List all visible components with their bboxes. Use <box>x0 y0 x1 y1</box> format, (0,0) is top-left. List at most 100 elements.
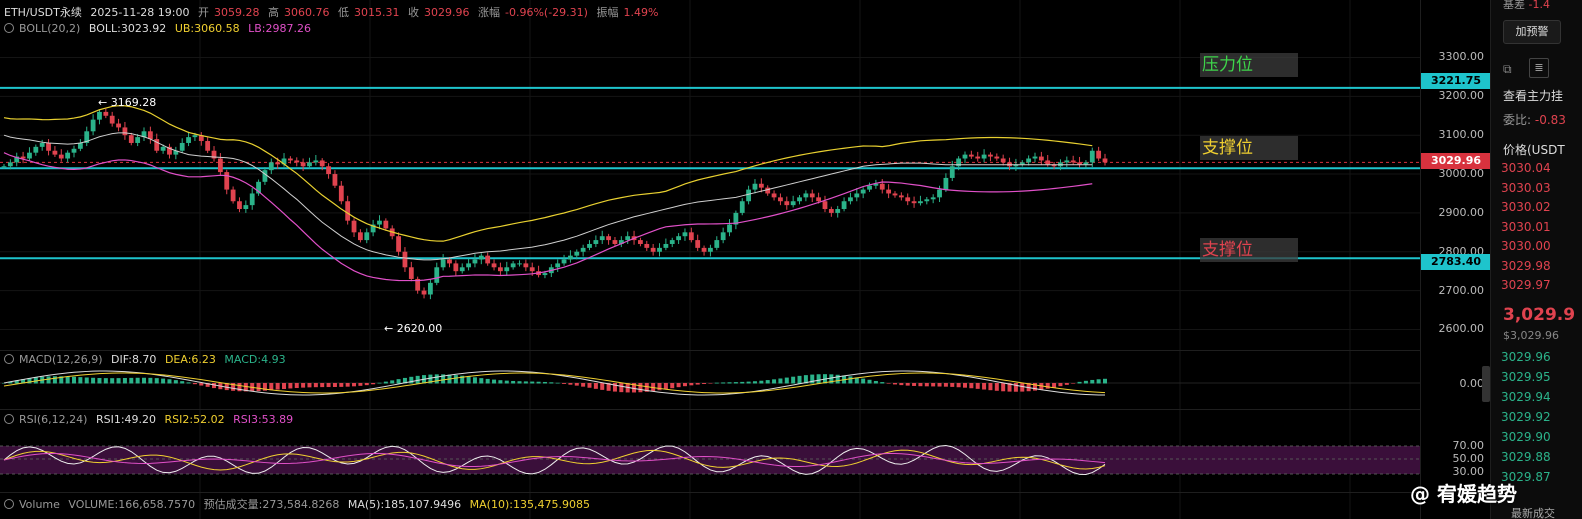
macd-histogram-bar <box>574 383 579 386</box>
orderbook-layout-icon[interactable]: ≣ <box>1529 58 1549 78</box>
macd-histogram-bar <box>555 382 560 384</box>
rsi-tick-50: 50.00 <box>1452 452 1485 465</box>
candle-body <box>109 115 115 124</box>
candle-body <box>676 236 682 241</box>
pane-divider[interactable] <box>0 350 1420 351</box>
candle-body <box>682 232 688 237</box>
candle-body <box>179 142 185 151</box>
rsi-header: RSI(6,12,24) RSI1:49.20 RSI2:52.02 RSI3:… <box>4 413 298 426</box>
macd-histogram-bar <box>867 379 872 384</box>
candle-body <box>975 156 981 159</box>
last-price: 3,029.9 <box>1503 305 1576 325</box>
candle-body <box>211 150 217 159</box>
macd-histogram-bar <box>33 377 38 384</box>
support-label-1: 支撑位 <box>1200 136 1298 160</box>
macd-histogram-bar <box>186 382 191 384</box>
macd-histogram-bar <box>1096 379 1101 384</box>
candle-body <box>364 232 370 241</box>
macd-histogram-bar <box>390 380 395 384</box>
ask-row[interactable]: 3029.97 <box>1501 278 1551 292</box>
macd-histogram-bar <box>549 382 554 384</box>
main-force-link[interactable]: 查看主力挂 <box>1503 89 1564 103</box>
candle-body <box>841 201 847 210</box>
close-value: 3029.96 <box>424 6 470 19</box>
bid-row[interactable]: 3029.95 <box>1501 370 1551 384</box>
resistance-price-tag: 3221.75 <box>1421 73 1491 89</box>
macd-histogram-bar <box>759 380 764 384</box>
candle-body <box>809 193 815 198</box>
bid-row[interactable]: 3029.88 <box>1501 450 1551 464</box>
eye-icon[interactable] <box>4 499 14 509</box>
candle-body <box>1102 158 1108 163</box>
macd-histogram-bar <box>511 380 516 384</box>
panel-collapse-handle[interactable] <box>1482 366 1490 402</box>
macd-histogram-bar <box>409 376 414 384</box>
latest-trades-tab[interactable]: 最新成交 <box>1511 507 1555 519</box>
eye-icon[interactable] <box>4 414 14 424</box>
macd-histogram-bar <box>676 383 681 388</box>
candle-body <box>854 193 860 198</box>
bid-row[interactable]: 3029.96 <box>1501 350 1551 364</box>
candle-body <box>243 205 249 210</box>
macd-histogram-bar <box>282 383 287 390</box>
macd-histogram-bar <box>651 383 656 392</box>
add-alert-button[interactable]: 加预警 <box>1503 20 1561 44</box>
macd-histogram-bar <box>339 383 344 387</box>
macd-histogram-bar <box>14 380 19 384</box>
high-value: 3060.76 <box>284 6 330 19</box>
ask-row[interactable]: 3030.03 <box>1501 180 1551 195</box>
basis-row: 基差 -1.4 <box>1503 0 1550 12</box>
bid-row[interactable]: 3029.94 <box>1501 390 1551 404</box>
high-marker: ← 3169.28 <box>98 96 157 109</box>
candle-body <box>746 189 752 202</box>
macd-histogram-bar <box>587 383 592 388</box>
candle-body <box>1070 160 1076 163</box>
macd-histogram-bar <box>205 383 210 387</box>
rsi1-line <box>3 445 1106 475</box>
macd-histogram-bar <box>180 381 185 384</box>
candle-body <box>822 201 828 210</box>
price-axis[interactable]: 3300.00 3200.00 3100.00 3000.00 2900.00 2800.… <box>1420 0 1491 519</box>
candle-body <box>147 131 153 140</box>
bid-row[interactable]: 3029.87 <box>1501 470 1551 484</box>
settings-icon[interactable]: ⧉ <box>1503 62 1512 76</box>
macd-histogram-bar <box>873 380 878 384</box>
pane-divider[interactable] <box>0 409 1420 410</box>
ask-row[interactable]: 3029.98 <box>1501 258 1551 273</box>
price-chart-svg[interactable] <box>0 0 1420 519</box>
candle-body <box>752 183 758 190</box>
bid-row[interactable]: 3029.92 <box>1501 410 1551 424</box>
pane-divider[interactable] <box>0 492 1420 493</box>
ratio-value: -0.83 <box>1534 113 1566 127</box>
ask-row[interactable]: 3030.01 <box>1501 219 1551 234</box>
watermark: @ 宥媛趋势 <box>1410 482 1517 506</box>
macd-histogram-bar <box>262 383 267 391</box>
candle-body <box>523 263 529 268</box>
candle-body <box>848 197 853 202</box>
candle-body <box>625 236 631 241</box>
macd-histogram-bar <box>383 381 388 384</box>
candle-body <box>542 273 548 276</box>
macd-histogram-bar <box>721 382 726 384</box>
ask-row[interactable]: 3030.04 <box>1501 161 1551 175</box>
chart-area[interactable]: ETH/USDT永续 2025-11-28 19:00 开 3059.28 高 30… <box>0 0 1420 519</box>
candle-body <box>580 247 586 252</box>
macd-histogram-bar <box>161 378 166 384</box>
macd-histogram-bar <box>632 383 637 393</box>
candle-body <box>135 137 141 143</box>
eye-icon[interactable] <box>4 354 14 364</box>
bid-row[interactable]: 3029.90 <box>1501 430 1551 444</box>
macd-histogram-bar <box>835 374 840 384</box>
candle-body <box>988 154 993 157</box>
eye-icon[interactable] <box>4 23 14 33</box>
ask-row[interactable]: 3030.00 <box>1501 239 1551 253</box>
macd-histogram-bar <box>982 383 987 390</box>
candle-body <box>758 183 764 188</box>
boll-middle-band <box>3 132 1093 261</box>
ask-row[interactable]: 3030.02 <box>1501 200 1551 214</box>
candle-body <box>1019 162 1025 165</box>
candle-body <box>968 154 974 157</box>
candle-body <box>956 158 962 167</box>
candle-body <box>90 119 96 132</box>
macd-histogram-bar <box>294 383 299 388</box>
